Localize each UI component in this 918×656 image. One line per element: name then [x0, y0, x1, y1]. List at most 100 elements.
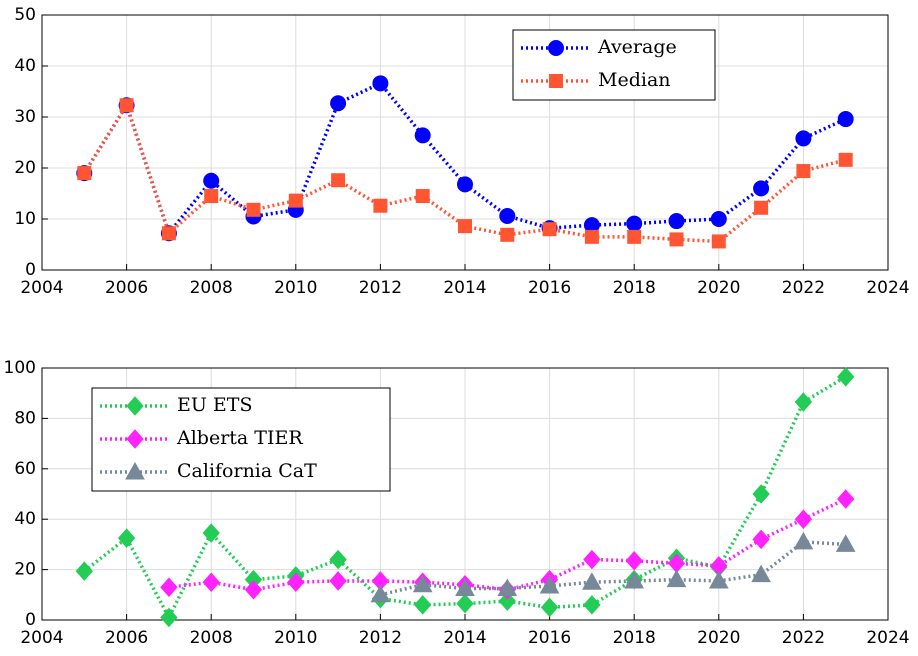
- marker: [752, 484, 770, 504]
- marker: [796, 164, 811, 179]
- marker: [795, 130, 812, 147]
- x-tick-label: 2008: [190, 278, 233, 298]
- marker: [625, 551, 643, 571]
- marker: [125, 461, 145, 480]
- marker: [204, 189, 219, 204]
- marker: [837, 489, 855, 509]
- y-tick-label: 50: [14, 5, 36, 25]
- y-tick-label: 80: [14, 408, 36, 428]
- y-tick-label: 20: [14, 158, 36, 178]
- marker: [711, 234, 726, 249]
- marker: [244, 580, 263, 600]
- marker: [457, 176, 473, 193]
- x-tick-label: 2006: [105, 278, 148, 298]
- marker: [582, 572, 602, 590]
- marker: [793, 531, 814, 550]
- y-tick-label: 0: [25, 260, 36, 280]
- marker: [117, 528, 136, 548]
- marker: [754, 200, 769, 215]
- marker: [497, 578, 518, 596]
- y-tick-label: 100: [4, 358, 36, 378]
- x-tick-label: 2010: [274, 628, 317, 648]
- marker: [329, 549, 347, 570]
- x-tick-label: 2016: [528, 278, 571, 298]
- x-tick-label: 2022: [782, 628, 825, 648]
- x-tick-label: 2006: [105, 628, 148, 648]
- marker: [669, 232, 684, 247]
- marker: [751, 564, 771, 583]
- x-tick-label: 2024: [866, 628, 909, 648]
- marker: [838, 152, 853, 167]
- marker: [160, 607, 178, 628]
- x-tick-label: 2014: [443, 628, 486, 648]
- y-tick-label: 40: [14, 56, 36, 76]
- marker: [370, 584, 391, 603]
- x-tick-label: 2018: [613, 628, 656, 648]
- marker: [287, 572, 305, 592]
- legend: EU ETS Alberta TIER California CaT: [91, 387, 391, 492]
- x-tick-label: 2020: [697, 628, 740, 648]
- y-tick-label: 20: [14, 560, 36, 580]
- y-tick-label: 30: [14, 107, 36, 127]
- marker: [666, 569, 687, 588]
- legend-label: Median: [598, 69, 671, 91]
- marker: [584, 229, 599, 244]
- x-tick-label: 2008: [190, 628, 233, 648]
- marker: [75, 561, 93, 581]
- series-line: [379, 540, 846, 597]
- marker: [837, 111, 854, 128]
- marker: [373, 198, 388, 213]
- marker: [119, 98, 134, 113]
- marker: [329, 571, 347, 591]
- marker: [77, 166, 92, 181]
- x-tick-label: 2018: [613, 278, 656, 298]
- marker: [539, 575, 560, 594]
- y-tick-label: 10: [14, 209, 36, 229]
- marker: [412, 574, 433, 593]
- x-tick-label: 2022: [782, 278, 825, 298]
- x-tick-label: 2010: [274, 278, 317, 298]
- marker: [160, 577, 178, 597]
- marker: [126, 429, 144, 449]
- marker: [583, 549, 601, 570]
- x-tick-label: 2024: [866, 278, 909, 298]
- marker: [549, 74, 563, 88]
- x-tick-label: 2016: [528, 628, 571, 648]
- marker: [542, 222, 557, 237]
- x-tick-label: 2020: [697, 278, 740, 298]
- marker: [498, 591, 516, 611]
- chart: 0 10 20 30 40 50 2004 2006 2008 2010 2012 2014 2016 2…: [14, 5, 909, 298]
- legend-box: [512, 29, 716, 101]
- marker: [414, 595, 432, 615]
- legend-label: Alberta TIER: [176, 427, 303, 449]
- marker: [202, 572, 220, 592]
- y-tick-label: 40: [14, 509, 36, 529]
- marker: [794, 509, 813, 529]
- marker: [753, 180, 770, 197]
- legend-label: Average: [597, 36, 677, 58]
- marker: [627, 229, 642, 244]
- marker: [126, 396, 144, 416]
- marker: [458, 219, 472, 234]
- marker: [161, 226, 176, 241]
- y-tick-label: 60: [14, 459, 36, 479]
- marker: [456, 593, 474, 614]
- marker: [540, 597, 559, 618]
- marker: [246, 202, 261, 217]
- marker: [203, 172, 220, 189]
- marker: [626, 215, 643, 232]
- x-tick-label: 2012: [359, 628, 402, 648]
- marker: [548, 40, 564, 56]
- y-tick-label: 0: [25, 610, 36, 630]
- legend-label: California CaT: [177, 460, 317, 482]
- marker: [752, 529, 770, 550]
- x-tick-label: 2014: [443, 278, 486, 298]
- marker: [500, 227, 515, 242]
- marker: [668, 213, 685, 230]
- marker: [710, 211, 727, 227]
- chart: 0 20 40 60 80 100 2004 2006 2008 2010 2012 2014 2016…: [4, 358, 910, 648]
- x-tick-label: 2004: [20, 278, 63, 298]
- legend-label: EU ETS: [177, 394, 252, 416]
- marker: [794, 392, 813, 412]
